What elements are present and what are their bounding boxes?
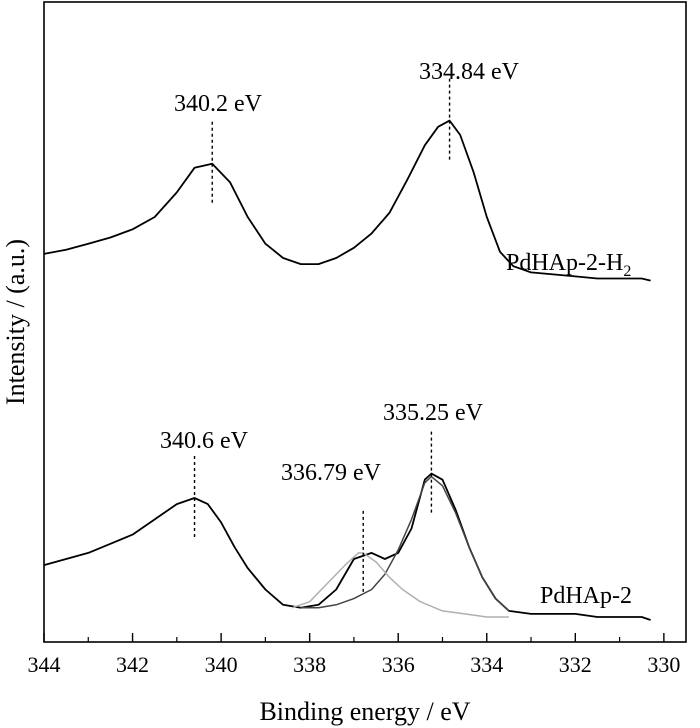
series-line-0	[43, 119, 651, 282]
x-tick-label-338: 338	[293, 652, 326, 677]
y-axis-label: Intensity / (a.u.)	[1, 239, 30, 405]
series-line-2	[300, 475, 510, 612]
series-label-main: PdHAp-2-H	[506, 250, 623, 276]
annotation-label-335-25: 335.25 eV	[383, 400, 484, 426]
x-tick-label-332: 332	[559, 652, 592, 677]
x-tick-label-336: 336	[382, 652, 415, 677]
x-tick-label-334: 334	[470, 652, 503, 677]
annotation-label-336-79: 336.79 eV	[281, 460, 382, 486]
x-axis-label: Binding energy / eV	[259, 697, 470, 726]
x-axis-ticks: 344 342 340 338 336 334 332 330	[28, 633, 680, 677]
series-label-pdhap-2-h2: PdHAp-2-H2	[506, 250, 631, 280]
series-line-3	[291, 552, 509, 618]
annotation-label-340-6: 340.6 eV	[160, 428, 249, 454]
plot-frame	[43, 1, 687, 643]
annotation-label-340-2: 340.2 eV	[174, 91, 263, 117]
x-tick-label-340: 340	[205, 652, 238, 677]
annotation-lines	[193, 78, 451, 593]
series-layer	[43, 119, 651, 621]
series-label-subscript: 2	[623, 263, 631, 280]
series-label-pdhap-2: PdHAp-2	[540, 583, 632, 609]
x-tick-label-342: 342	[116, 652, 149, 677]
series-line-1	[43, 472, 651, 621]
x-tick-label-344: 344	[28, 652, 61, 677]
x-tick-label-330: 330	[647, 652, 680, 677]
annotation-label-334-84: 334.84 eV	[419, 59, 520, 85]
